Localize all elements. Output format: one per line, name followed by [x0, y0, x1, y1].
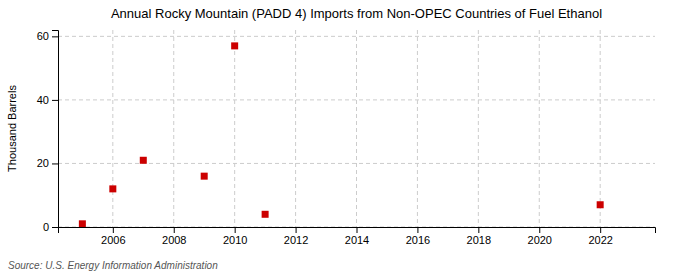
grid-line — [234, 30, 235, 227]
tick-label: 2012 — [284, 234, 308, 246]
tick-mark — [52, 227, 58, 228]
point — [79, 220, 86, 227]
grid-line — [539, 30, 540, 227]
tick: 40 — [37, 94, 58, 106]
tick-mark — [539, 227, 540, 233]
point — [140, 157, 147, 164]
tick-mark — [357, 227, 358, 233]
tick: 2010 — [223, 227, 247, 246]
tick: 0 — [43, 221, 58, 233]
points — [79, 42, 604, 227]
tick: 2016 — [406, 227, 430, 246]
tick-mark — [600, 227, 601, 233]
tick-mark — [296, 227, 297, 233]
tick-label: 20 — [37, 157, 49, 169]
grid-line — [417, 30, 418, 227]
point — [262, 211, 269, 218]
tick-mark — [52, 36, 58, 37]
source: Source: U.S. Energy Information Administ… — [8, 260, 218, 271]
tick-mark — [52, 100, 58, 101]
tick: 2014 — [345, 227, 369, 246]
grid-line — [173, 30, 174, 227]
tick-label: 2008 — [162, 234, 186, 246]
tick: 2006 — [101, 227, 125, 246]
tick: 60 — [37, 30, 58, 42]
grid-line — [600, 30, 601, 227]
tick-label: 40 — [37, 94, 49, 106]
tick-label: 2010 — [223, 234, 247, 246]
tick-mark — [235, 227, 236, 233]
tick-mark — [113, 227, 114, 233]
tick-label: 2016 — [406, 234, 430, 246]
tick-mark — [478, 227, 479, 233]
tick-label: 2018 — [467, 234, 491, 246]
tick-mark — [52, 163, 58, 164]
plot: 2006 2008 2010 2012 2014 2016 2018 2020 2022 0 20 4… — [37, 30, 656, 246]
tick-label: 2006 — [101, 234, 125, 246]
tick-label: 2020 — [528, 234, 552, 246]
tick-label: 60 — [37, 30, 49, 42]
grid-line — [356, 30, 357, 227]
point — [109, 185, 116, 192]
axis-line — [59, 228, 656, 234]
y-axis: 0 20 40 60 — [37, 30, 59, 233]
tick: 2022 — [588, 227, 612, 246]
tick-label: 2014 — [345, 234, 369, 246]
tick: 2018 — [467, 227, 491, 246]
point — [597, 201, 604, 208]
y-axis-label: Thousand Barrels — [6, 85, 18, 172]
tick: 2008 — [162, 227, 186, 246]
tick: 2020 — [528, 227, 552, 246]
point — [201, 173, 208, 180]
axis-line — [52, 31, 59, 228]
grid-line — [112, 30, 113, 227]
tick: 20 — [37, 157, 58, 169]
tick: 2012 — [284, 227, 308, 246]
chart: 2006 2008 2010 2012 2014 2016 2018 2020 2022 0 20 4… — [0, 0, 675, 275]
grid-line — [478, 30, 479, 227]
grid-line — [295, 30, 296, 227]
x-axis: 2006 2008 2010 2012 2014 2016 2018 2020 2022 — [59, 227, 656, 246]
tick-label: 2022 — [588, 234, 612, 246]
title: Annual Rocky Mountain (PADD 4) Imports f… — [111, 6, 602, 21]
tick-mark — [417, 227, 418, 233]
grid — [58, 30, 655, 227]
tick-mark — [174, 227, 175, 233]
tick-label: 0 — [43, 221, 49, 233]
point — [231, 42, 238, 49]
grid-line — [58, 36, 655, 37]
